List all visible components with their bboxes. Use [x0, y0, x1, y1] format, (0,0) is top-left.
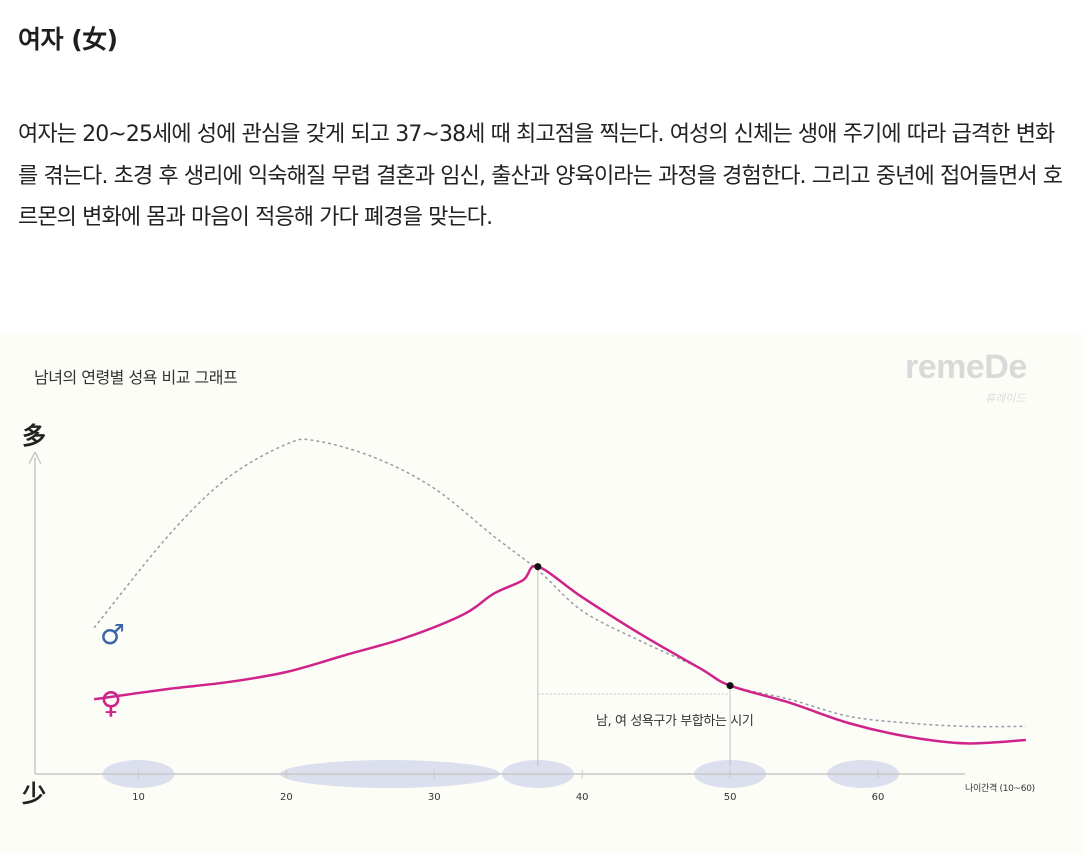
chart-canvas: 10 20 30 40 50 60	[0, 438, 1026, 803]
x-tick-label: 50	[724, 792, 737, 803]
female-series-label: ♀	[100, 686, 122, 721]
x-tick-label: 60	[872, 792, 885, 803]
male-series-label: ♂	[100, 618, 126, 651]
y-axis-low-label: 少	[22, 779, 46, 808]
x-tick-label: 20	[280, 792, 293, 803]
female-series-line	[93, 564, 1026, 745]
x-tick-label: 10	[132, 792, 145, 803]
chart-title: 남녀의 연령별 성욕 비교 그래프	[34, 368, 238, 387]
male-series-line	[93, 438, 1026, 728]
intersection-marker-0	[534, 563, 542, 571]
overlap-annotation: 남, 여 성욕구가 부합하는 시기	[596, 714, 754, 729]
x-tick-label: 30	[428, 792, 441, 803]
libido-chart: 10 20 30 40 50 60 남녀의 연령별 성욕 비교 그래프 remeDe 휴레…	[0, 334, 1085, 854]
x-axis-label: 나이간격 (10~60)	[965, 784, 1035, 794]
intersection-marker-1	[726, 682, 734, 690]
article-paragraph: 여자는 20~25세에 성에 관심을 갖게 되고 37~38세 때 최고점을 찍…	[18, 122, 1063, 230]
y-axis-high-label: 多	[22, 421, 46, 450]
brand-logo: remeDe	[905, 348, 1027, 386]
brand-sub-logo: 휴레이드	[985, 392, 1026, 405]
article-heading: 여자 (女)	[18, 25, 118, 54]
x-tick-label: 40	[576, 792, 589, 803]
